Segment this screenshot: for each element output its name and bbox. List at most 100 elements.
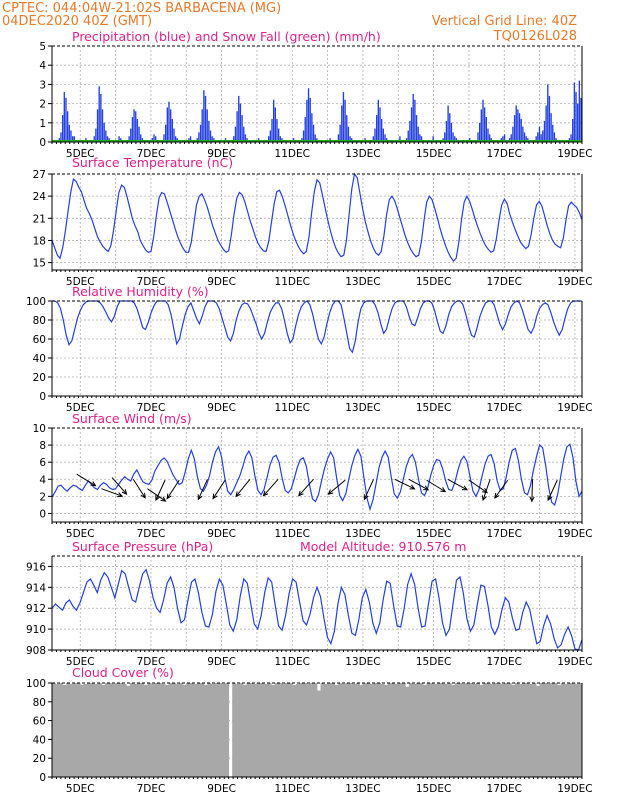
precipitation-bar [572, 118, 574, 142]
y-tick-label: 100 [26, 296, 46, 308]
cloud-cover-bar [129, 683, 134, 777]
cloud-cover-bar [119, 683, 124, 777]
cloud-cover-bar [136, 683, 141, 777]
wind-arrow-shaft [298, 478, 314, 497]
precipitation-bar [309, 97, 311, 142]
precipitation-bar [349, 136, 351, 142]
cloud-cover-bar [260, 683, 265, 777]
cloud-cover-bar [334, 684, 339, 777]
cloud-cover-bar [302, 683, 307, 777]
cloud-cover-bar [341, 683, 346, 777]
precipitation-bar [483, 107, 486, 142]
wind-arrow-shaft [212, 479, 226, 499]
cloud-cover-bar [94, 683, 99, 777]
wind-arrow-head [235, 491, 241, 498]
precipitation-bar [135, 111, 137, 142]
precipitation-bar [382, 128, 384, 142]
cloud-cover-bar [90, 683, 95, 777]
precipitation-bar [452, 132, 454, 142]
wind-arrow-shaft [447, 478, 468, 491]
precipitation-bar [384, 134, 386, 142]
y-tick-label: 100 [26, 678, 46, 690]
precipitation-bar [241, 115, 243, 142]
cloud-cover-bar [497, 683, 502, 777]
precipitation-bar [70, 130, 72, 142]
x-tick-label: 9DEC [207, 528, 236, 540]
precipitation-bar [347, 126, 350, 142]
x-tick-label: 15DEC [416, 402, 451, 414]
precipitation-bar [204, 95, 207, 142]
wind-arrow-head [262, 490, 269, 497]
precipitation-bar [173, 128, 175, 142]
y-tick-label: 2 [39, 99, 46, 111]
y-tick-label: 5 [39, 41, 46, 53]
precipitation-bar [502, 136, 504, 142]
precipitation-title: Precipitation (blue) and Snow Fall (gree… [72, 29, 381, 44]
precipitation-bar [238, 95, 240, 142]
cloud-cover-bar [490, 683, 495, 777]
precipitation-bar [337, 134, 340, 142]
x-tick-label: 9DEC [207, 783, 236, 795]
precipitation-bar [211, 136, 213, 142]
cloud-cover-bar [253, 683, 258, 777]
precipitation-bar [71, 136, 74, 142]
model-altitude-label: Model Altitude: 910.576 m [300, 539, 466, 554]
wind-arrow-head [155, 495, 161, 502]
y-tick-label: 0 [39, 137, 46, 149]
cloud-cover-bar [574, 683, 579, 777]
cloud-cover-bar [529, 683, 533, 777]
cloud-cover-bar [249, 683, 254, 777]
wind-arrow-shaft [426, 479, 446, 493]
cloud-cover-bar [493, 683, 498, 777]
cloud-cover-bar [115, 683, 120, 777]
cloud-cover-bar [154, 683, 159, 777]
precipitation-bar [372, 136, 375, 142]
x-tick-label: 13DEC [345, 783, 380, 795]
wind-arrow-shaft [408, 478, 429, 491]
cloud-cover-bar [476, 683, 480, 777]
cloud-cover-bar [553, 683, 558, 777]
series-line [51, 443, 583, 512]
cloud-cover-bar [405, 686, 410, 777]
cloud-cover-bar [433, 683, 438, 777]
cloud-cover-bar [147, 683, 152, 777]
cloud-cover-bar [384, 684, 389, 777]
cloud-cover-bar [73, 683, 78, 777]
precipitation-bar [577, 103, 579, 142]
series-line [51, 568, 583, 651]
x-tick-label: 7DEC [137, 148, 166, 160]
y-tick-label: 20 [33, 372, 46, 384]
cloud-cover-bar [232, 683, 237, 777]
cloud-cover-bar [203, 684, 208, 777]
cloud-cover-bar [518, 683, 523, 777]
precipitation-bar [525, 136, 527, 142]
wind-arrow-shaft [111, 477, 127, 495]
precipitation-bar [136, 118, 139, 142]
x-tick-label: 7DEC [137, 276, 166, 288]
cloud-cover-bar [578, 683, 583, 777]
x-tick-label: 15DEC [416, 148, 451, 160]
cloud-cover-bar [179, 683, 184, 777]
y-tick-label: 80 [33, 315, 46, 327]
cloud-cover-bar [511, 684, 516, 777]
wind-arrow [147, 488, 167, 502]
wind-arrow [298, 478, 314, 497]
wind-arrow-head [140, 492, 146, 499]
wind-arrow-shaft [468, 479, 488, 493]
wind-arrow-shaft [363, 479, 374, 500]
cloud-cover-bar [370, 683, 374, 777]
precipitation-bar [277, 128, 280, 142]
x-tick-label: 9DEC [207, 148, 236, 160]
precipitation-bar [267, 136, 270, 142]
precipitation-bar [234, 126, 237, 142]
cloud-cover-bar [415, 683, 420, 777]
precipitation-bar [488, 134, 491, 142]
cloud-cover-bar [274, 683, 279, 777]
cloud-cover-bar [423, 684, 427, 777]
y-tick-label: 15 [33, 258, 46, 270]
cloud-cover-bar [345, 683, 350, 777]
cloud-cover-bar [362, 683, 367, 777]
precipitation-bar [341, 105, 343, 142]
cloud-cover-bar [451, 684, 456, 777]
x-tick-label: 17DEC [487, 148, 522, 160]
